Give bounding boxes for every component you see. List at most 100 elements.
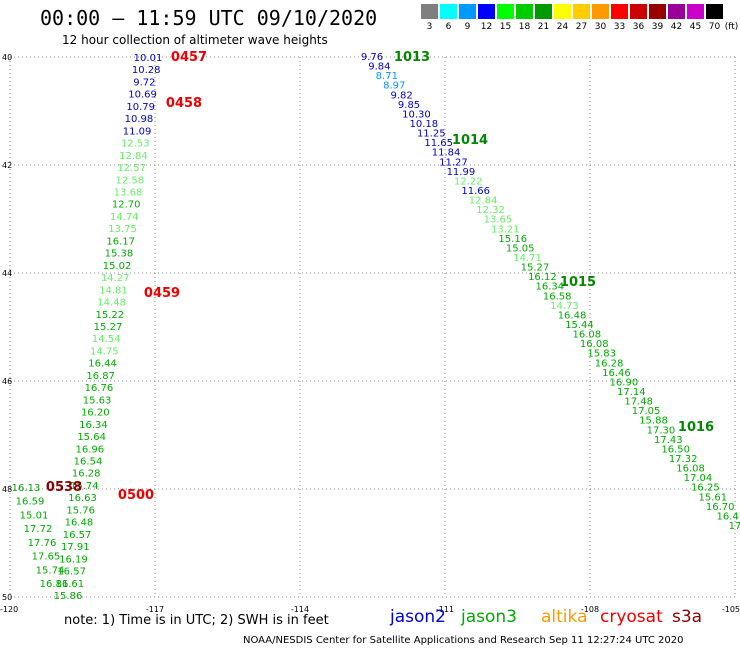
wave-height-value: 9.84 [368,62,390,73]
wave-height-value: 17.05 [632,406,661,417]
wave-height-value: 10.69 [128,90,157,101]
scale-swatch [478,4,495,19]
wave-height-value: 11.65 [424,138,453,149]
wave-height-value: 12.84 [119,151,148,162]
wave-height-value: 15.76 [66,505,95,516]
wave-height-value: 13.65 [484,215,513,226]
wave-height-value: 15.83 [587,349,616,360]
satellite-name: cryosat [600,607,663,627]
scale-label: 27 [575,22,588,32]
wave-height-value: 16.70 [706,502,735,513]
scale-swatch [668,4,685,19]
scale-swatch [421,4,438,19]
scale-swatch [706,4,723,19]
satellite-name: jason2 [390,607,446,627]
wave-height-value: 8.97 [383,81,405,92]
wave-height-value: 11.25 [417,129,446,140]
wave-height-value: 15.63 [83,395,112,406]
pass-time-label: 0459 [144,286,180,301]
scale-label: 39 [651,22,664,32]
wave-height-value: 16.25 [691,483,720,494]
wave-height-value: 9.82 [390,90,412,101]
pass-time-label: 0538 [46,480,82,495]
scale-swatch [611,4,628,19]
wave-height-value: 16.08 [580,339,609,350]
lat-label: 50 [2,593,12,602]
axis-labels: 40 42 44 46 48 50 -120 -117 -114 -111 -108 -105 [0,53,740,614]
lat-label: 46 [2,377,12,386]
wave-height-value: 16.28 [72,469,101,480]
lon-label: -114 [291,605,309,614]
wave-height-value: 12.32 [476,205,505,216]
scale-swatch [535,4,552,19]
wave-height-value: 10.98 [125,114,154,125]
scale-label: 18 [518,22,531,32]
wave-height-value: 16.20 [81,408,110,419]
wave-height-value: 14.81 [99,285,128,296]
wave-height-value: 14.27 [101,273,130,284]
lon-label: -117 [146,605,164,614]
pass-time-label: 0500 [118,488,154,503]
wave-height-value: 10.28 [132,65,161,76]
scale-label: 24 [556,22,569,32]
satellite-name: s3a [672,607,703,627]
scale-label: 36 [632,22,645,32]
wave-height-value: 11.66 [461,186,490,197]
lat-label: 40 [2,53,12,62]
wave-height-value: 11.27 [439,157,468,168]
wave-height-value: 16.96 [75,444,104,455]
wave-height-value: 16.50 [661,444,690,455]
wave-height-value: 16.12 [528,272,557,283]
scale-label: 9 [464,22,471,32]
scale-label: 33 [613,22,626,32]
wave-height-value: 15.64 [77,432,106,443]
lon-label: -111 [436,605,454,614]
lon-label: -108 [581,605,599,614]
wave-height-value: 17.04 [684,473,713,484]
wave-height-value: 16.34 [535,282,564,293]
scale-unit: (ft) [724,22,739,32]
wave-height-value: 16.17 [106,236,135,247]
wave-height-value: 9.72 [133,77,155,88]
pass-time-label: 1013 [394,50,430,65]
pass-time-label: 1014 [452,133,488,148]
wave-height-value: 10.18 [410,119,439,130]
wave-height-value: 16.90 [610,377,639,388]
wave-height-value: 15.16 [498,234,527,245]
pass-time-label: 1016 [678,420,714,435]
scale-swatch [573,4,590,19]
wave-height-value: 15.27 [521,263,550,274]
wave-height-value: 16.08 [676,464,705,475]
scale-label: 21 [537,22,550,32]
wave-height-value: 16.48 [65,518,94,529]
lat-label: 42 [2,161,12,170]
wave-height-value: 13.75 [108,224,137,235]
pass-time-labels: 0457 0458 0459 0500 0538 1013 1014 1015 1016 [46,50,714,503]
wave-height-value: 17 [729,521,740,532]
wave-height-value: 17.32 [669,454,698,465]
wave-height-value: 16.87 [86,371,115,382]
wave-height-value: 15.05 [506,243,535,254]
wave-height-value: 14.71 [513,253,542,264]
lat-label: 44 [2,269,12,278]
scale-swatch [554,4,571,19]
wave-height-value: 16.08 [573,330,602,341]
wave-height-value: 9.76 [361,52,383,63]
wave-height-value: 17.48 [624,397,653,408]
scale-swatch [687,4,704,19]
scale-swatch [459,4,476,19]
wave-height-value: 12.58 [115,175,144,186]
wave-height-value: 17.76 [28,538,57,549]
pass-time-label: 1015 [560,275,596,290]
wave-height-value: 17.72 [24,524,53,535]
wave-height-value: 16.54 [74,457,103,468]
wave-height-value: 13.68 [114,188,143,199]
wave-height-value: 16.81 [40,579,69,590]
wave-height-points: 10.0110.289.7210.6910.7910.9811.0912.531… [12,52,740,602]
wave-height-value: 16.28 [595,358,624,369]
satellite-name: jason3 [461,607,517,627]
lat-label: 48 [2,485,12,494]
wave-height-value: 15.22 [95,310,124,321]
wave-height-value: 13.21 [491,224,520,235]
wave-height-value: 15.88 [639,416,668,427]
